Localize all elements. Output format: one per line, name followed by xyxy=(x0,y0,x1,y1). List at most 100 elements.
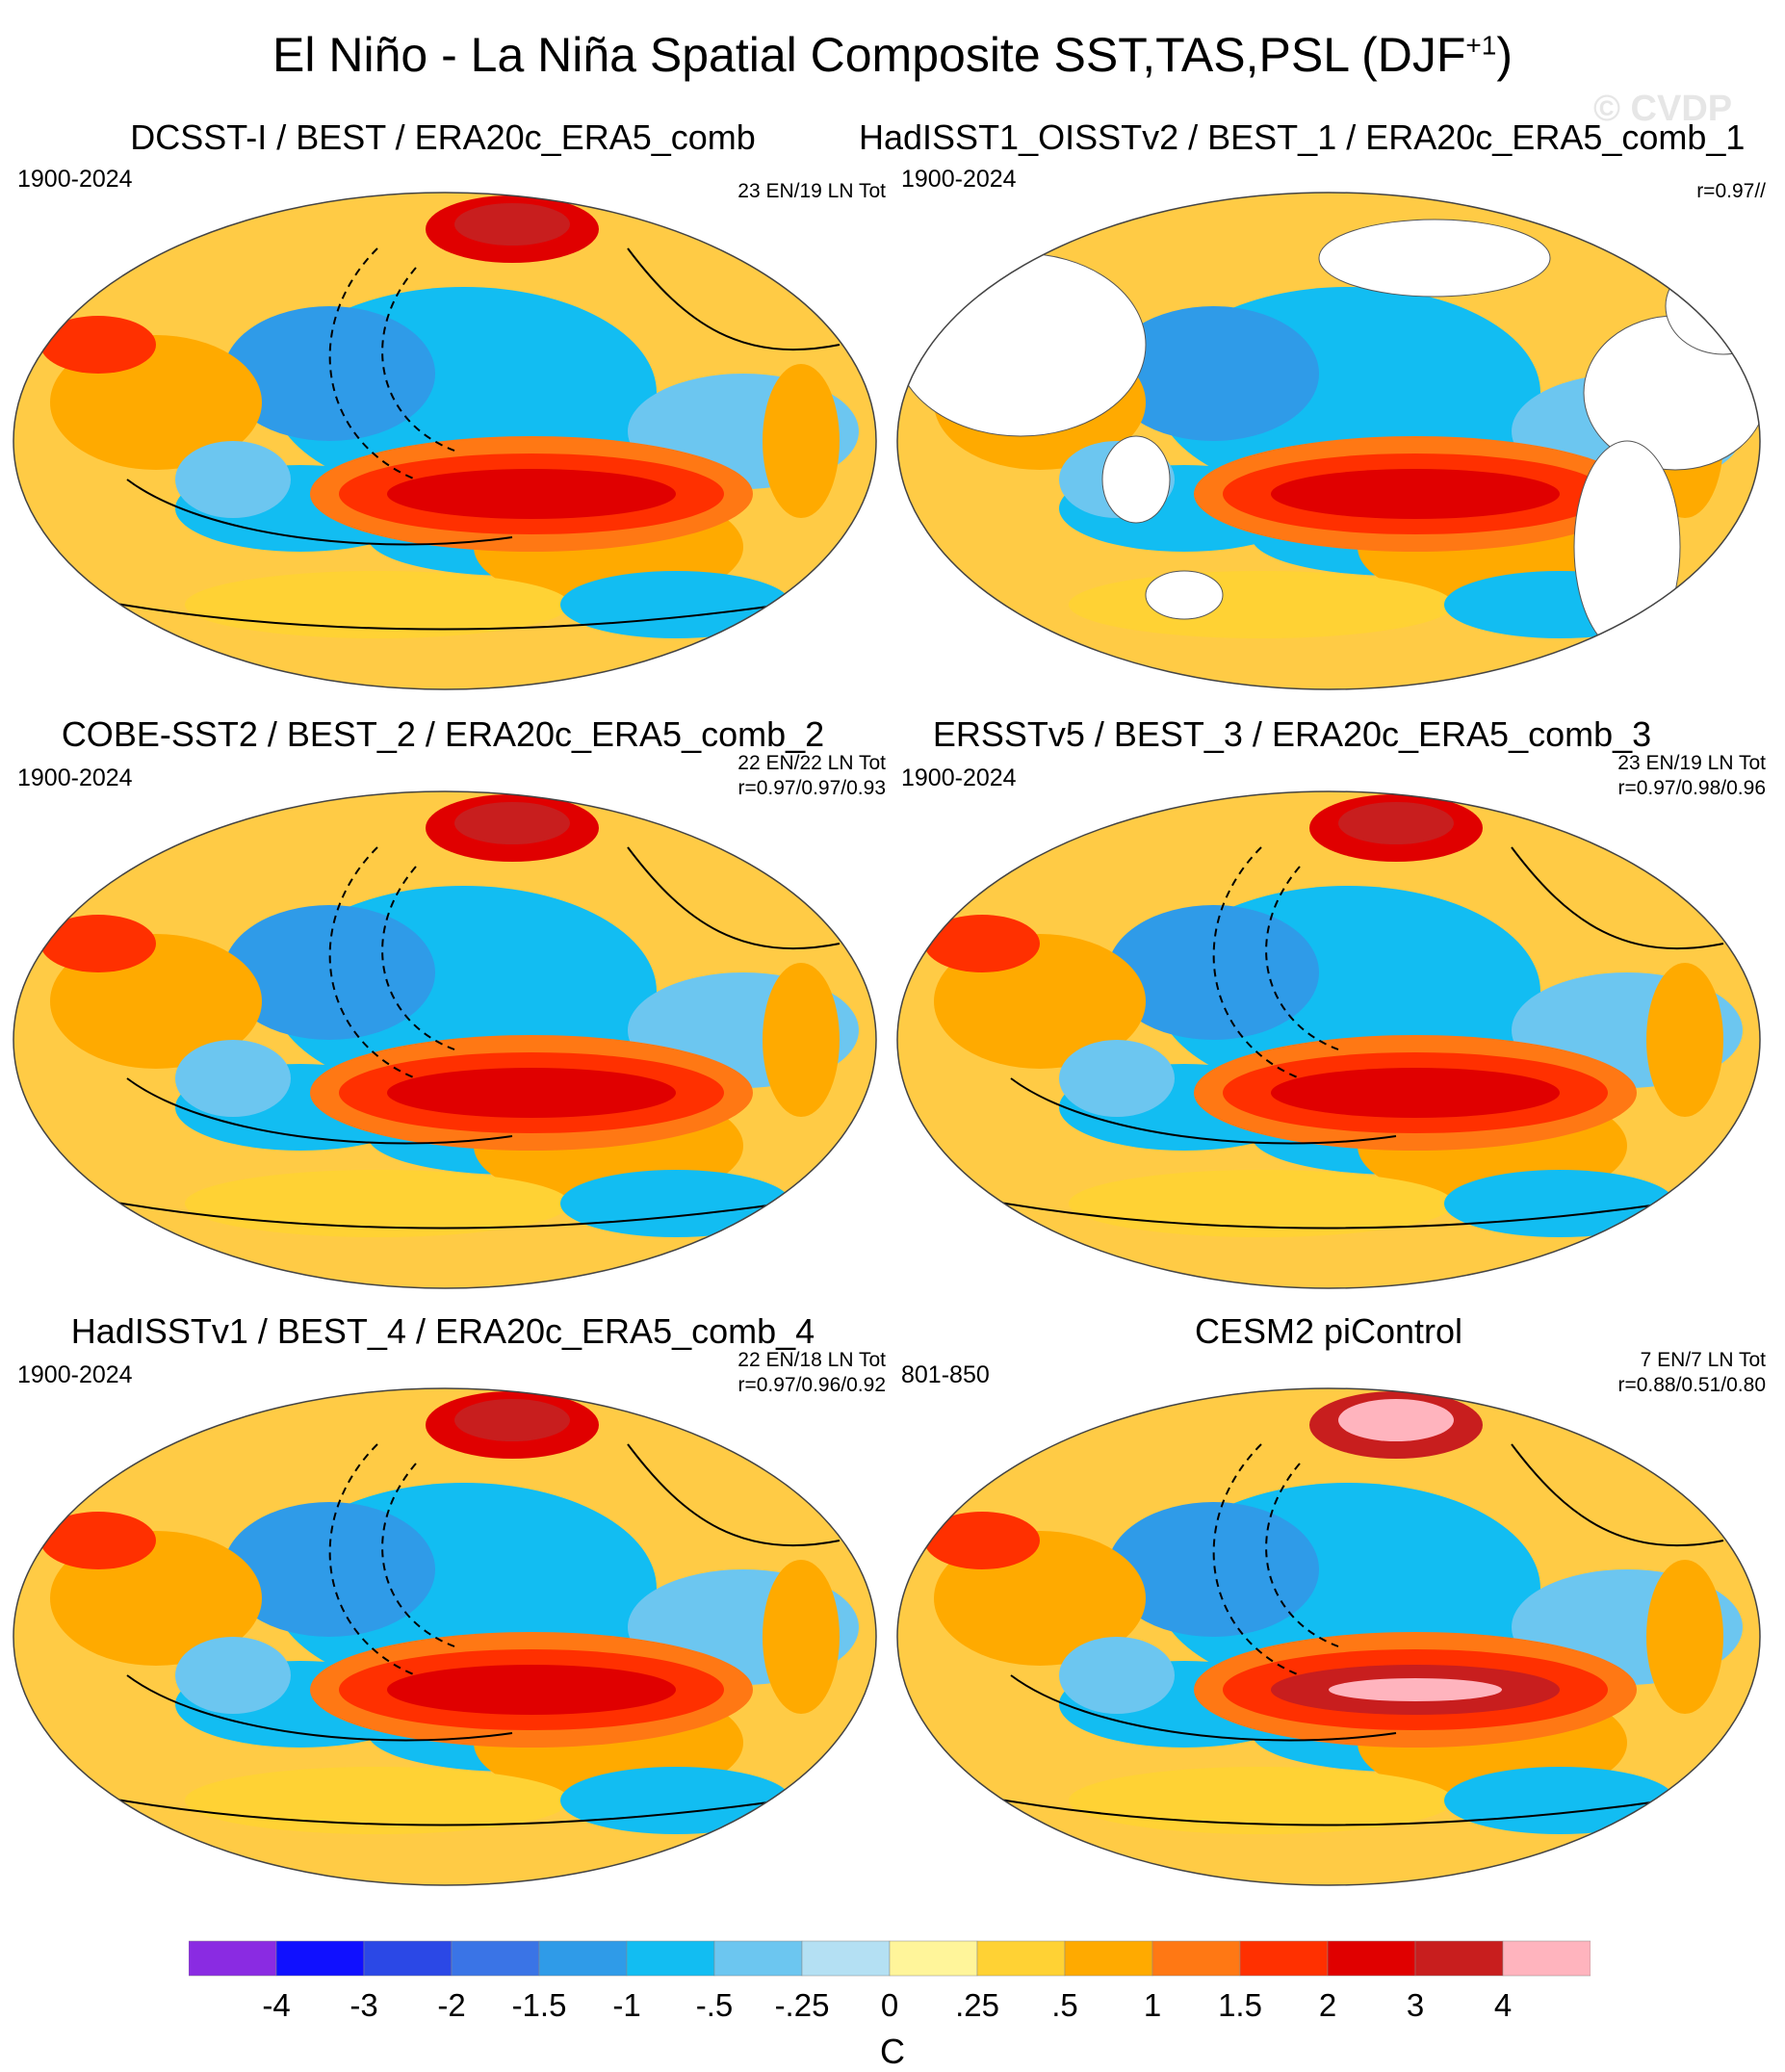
colorbar-swatch xyxy=(1064,1940,1153,1977)
psl-contour-positive xyxy=(126,1674,513,1742)
psl-contour-positive xyxy=(1511,1443,1724,1547)
panel-6-stat-line: r=0.88/0.51/0.80 xyxy=(1617,1374,1766,1396)
panel-2-map xyxy=(896,192,1761,690)
colorbar-tick-label: -2 xyxy=(437,1987,465,2023)
psl-contour-positive xyxy=(68,1193,783,1230)
panel-3-map xyxy=(13,790,877,1289)
colorbar-tick-label: 0 xyxy=(881,1987,898,2023)
psl-contour-positive xyxy=(68,594,783,631)
anomaly-region xyxy=(1646,963,1723,1117)
land-mask xyxy=(1101,435,1171,524)
panel-5-map xyxy=(13,1387,877,1886)
colorbar-tick-label: -.25 xyxy=(775,1987,830,2023)
panel-5-stat-line: 22 EN/18 LN Tot xyxy=(737,1349,886,1371)
anomaly-region xyxy=(1444,1767,1675,1834)
colorbar-tick-label: -3 xyxy=(349,1987,377,2023)
colorbar-swatch xyxy=(275,1940,365,1977)
anomaly-region xyxy=(560,1170,791,1237)
colorbar-tick-label: -1 xyxy=(612,1987,640,2023)
panel-5-stats: 22 EN/18 LN Tot r=0.97/0.96/0.92 xyxy=(597,1348,886,1398)
cvdp-watermark: © CVDP xyxy=(1593,89,1733,129)
colorbar-swatch xyxy=(976,1940,1066,1977)
anomaly-region xyxy=(1646,1560,1723,1714)
psl-contour-negative xyxy=(381,267,455,452)
panel-3-stats: 22 EN/22 LN Tot r=0.97/0.97/0.93 xyxy=(597,751,886,801)
psl-contour-positive xyxy=(68,1790,783,1826)
colorbar-swatch xyxy=(626,1940,715,1977)
anomaly-region xyxy=(175,1040,291,1117)
anomaly-region xyxy=(185,1767,570,1834)
psl-contour-positive xyxy=(1511,846,1724,950)
panel-4-stat-line: r=0.97/0.98/0.96 xyxy=(1617,777,1766,799)
colorbar-tick-label: 1.5 xyxy=(1218,1987,1262,2023)
land-mask xyxy=(1318,219,1551,298)
colorbar-unit-label: C xyxy=(880,2032,905,2071)
arctic-warm-anomaly xyxy=(1338,1399,1454,1441)
panel-4-stat-line: 23 EN/19 LN Tot xyxy=(1617,752,1766,774)
anomaly-region xyxy=(560,1767,791,1834)
anomaly-region xyxy=(185,1170,570,1237)
colorbar-swatch xyxy=(451,1940,540,1977)
psl-contour-positive xyxy=(1010,1077,1397,1145)
arctic-warm-anomaly xyxy=(454,203,570,246)
anomaly-region xyxy=(40,1512,156,1569)
psl-contour-negative xyxy=(328,247,417,480)
map-outline xyxy=(13,1387,877,1886)
anomaly-region xyxy=(223,1502,435,1637)
colorbar: -4 -3 -2 -1.5 -1 -.5 -.25 0 .25 .5 1 1.5 2 3 4 xyxy=(189,1940,1591,2023)
figure-title: El Niño - La Niña Spatial Composite SST,… xyxy=(0,27,1785,83)
anomaly-region xyxy=(40,316,156,374)
anomaly-region xyxy=(175,1637,291,1714)
anomaly-region xyxy=(763,364,840,518)
panel-1-stat-line: 23 EN/19 LN Tot xyxy=(737,180,886,202)
panel-2-stat-line: r=0.97// xyxy=(1696,180,1766,202)
anomaly-region xyxy=(763,1560,840,1714)
panel-6-period: 801-850 xyxy=(901,1361,990,1388)
panel-3-stat-line: r=0.97/0.97/0.93 xyxy=(737,777,886,799)
panel-2-stats: r=0.97// xyxy=(1477,179,1766,204)
psl-contour-negative xyxy=(1212,1443,1301,1676)
panel-1-stats: 23 EN/19 LN Tot xyxy=(597,179,886,204)
panel-2-title: HadISST1_OISSTv2 / BEST_1 / ERA20c_ERA5_… xyxy=(859,117,1746,157)
anomaly-region xyxy=(1069,1767,1454,1834)
colorbar-swatch xyxy=(1151,1940,1241,1977)
anomaly-region xyxy=(763,963,840,1117)
panel-1-map xyxy=(13,192,877,690)
anomaly-region xyxy=(1069,1170,1454,1237)
anomaly-region xyxy=(1059,1040,1175,1117)
psl-contour-positive xyxy=(627,247,841,351)
psl-contour-positive xyxy=(952,1193,1667,1230)
psl-contour-negative xyxy=(1265,1463,1339,1647)
figure-title-text: El Niño - La Niña Spatial Composite SST,… xyxy=(272,28,1466,82)
colorbar-swatch xyxy=(1327,1940,1416,1977)
psl-contour-positive xyxy=(1010,1674,1397,1742)
psl-contour-positive xyxy=(627,1443,841,1547)
panel-5-period: 1900-2024 xyxy=(17,1361,133,1388)
panel-3-period: 1900-2024 xyxy=(17,764,133,791)
panel-6-stat-line: 7 EN/7 LN Tot xyxy=(1640,1349,1766,1371)
colorbar-tick-label: -4 xyxy=(262,1987,290,2023)
panel-4-map xyxy=(896,790,1761,1289)
psl-contour-positive xyxy=(952,1790,1667,1826)
colorbar-tick-label: 1 xyxy=(1144,1987,1161,2023)
anomaly-region xyxy=(175,441,291,518)
enso-warm-tongue xyxy=(1329,482,1502,505)
colorbar-swatch xyxy=(1502,1940,1591,1977)
psl-contour-positive xyxy=(126,479,513,546)
colorbar-swatch xyxy=(713,1940,803,1977)
map-outline xyxy=(13,790,877,1289)
land-mask xyxy=(897,252,1147,437)
panel-4-title: ERSSTv5 / BEST_3 / ERA20c_ERA5_comb_3 xyxy=(932,714,1652,754)
figure-title-close: ) xyxy=(1496,28,1513,82)
land-mask xyxy=(1145,570,1224,620)
map-outline xyxy=(896,790,1761,1289)
anomaly-region xyxy=(1107,1502,1319,1637)
colorbar-swatch xyxy=(1414,1940,1504,1977)
psl-contour-negative xyxy=(328,1443,417,1676)
anomaly-region xyxy=(223,306,435,441)
panel-3-stat-line: 22 EN/22 LN Tot xyxy=(737,752,886,774)
colorbar-swatch xyxy=(363,1940,453,1977)
colorbar-swatch xyxy=(538,1940,628,1977)
anomaly-region xyxy=(223,905,435,1040)
enso-warm-tongue xyxy=(445,1678,618,1701)
